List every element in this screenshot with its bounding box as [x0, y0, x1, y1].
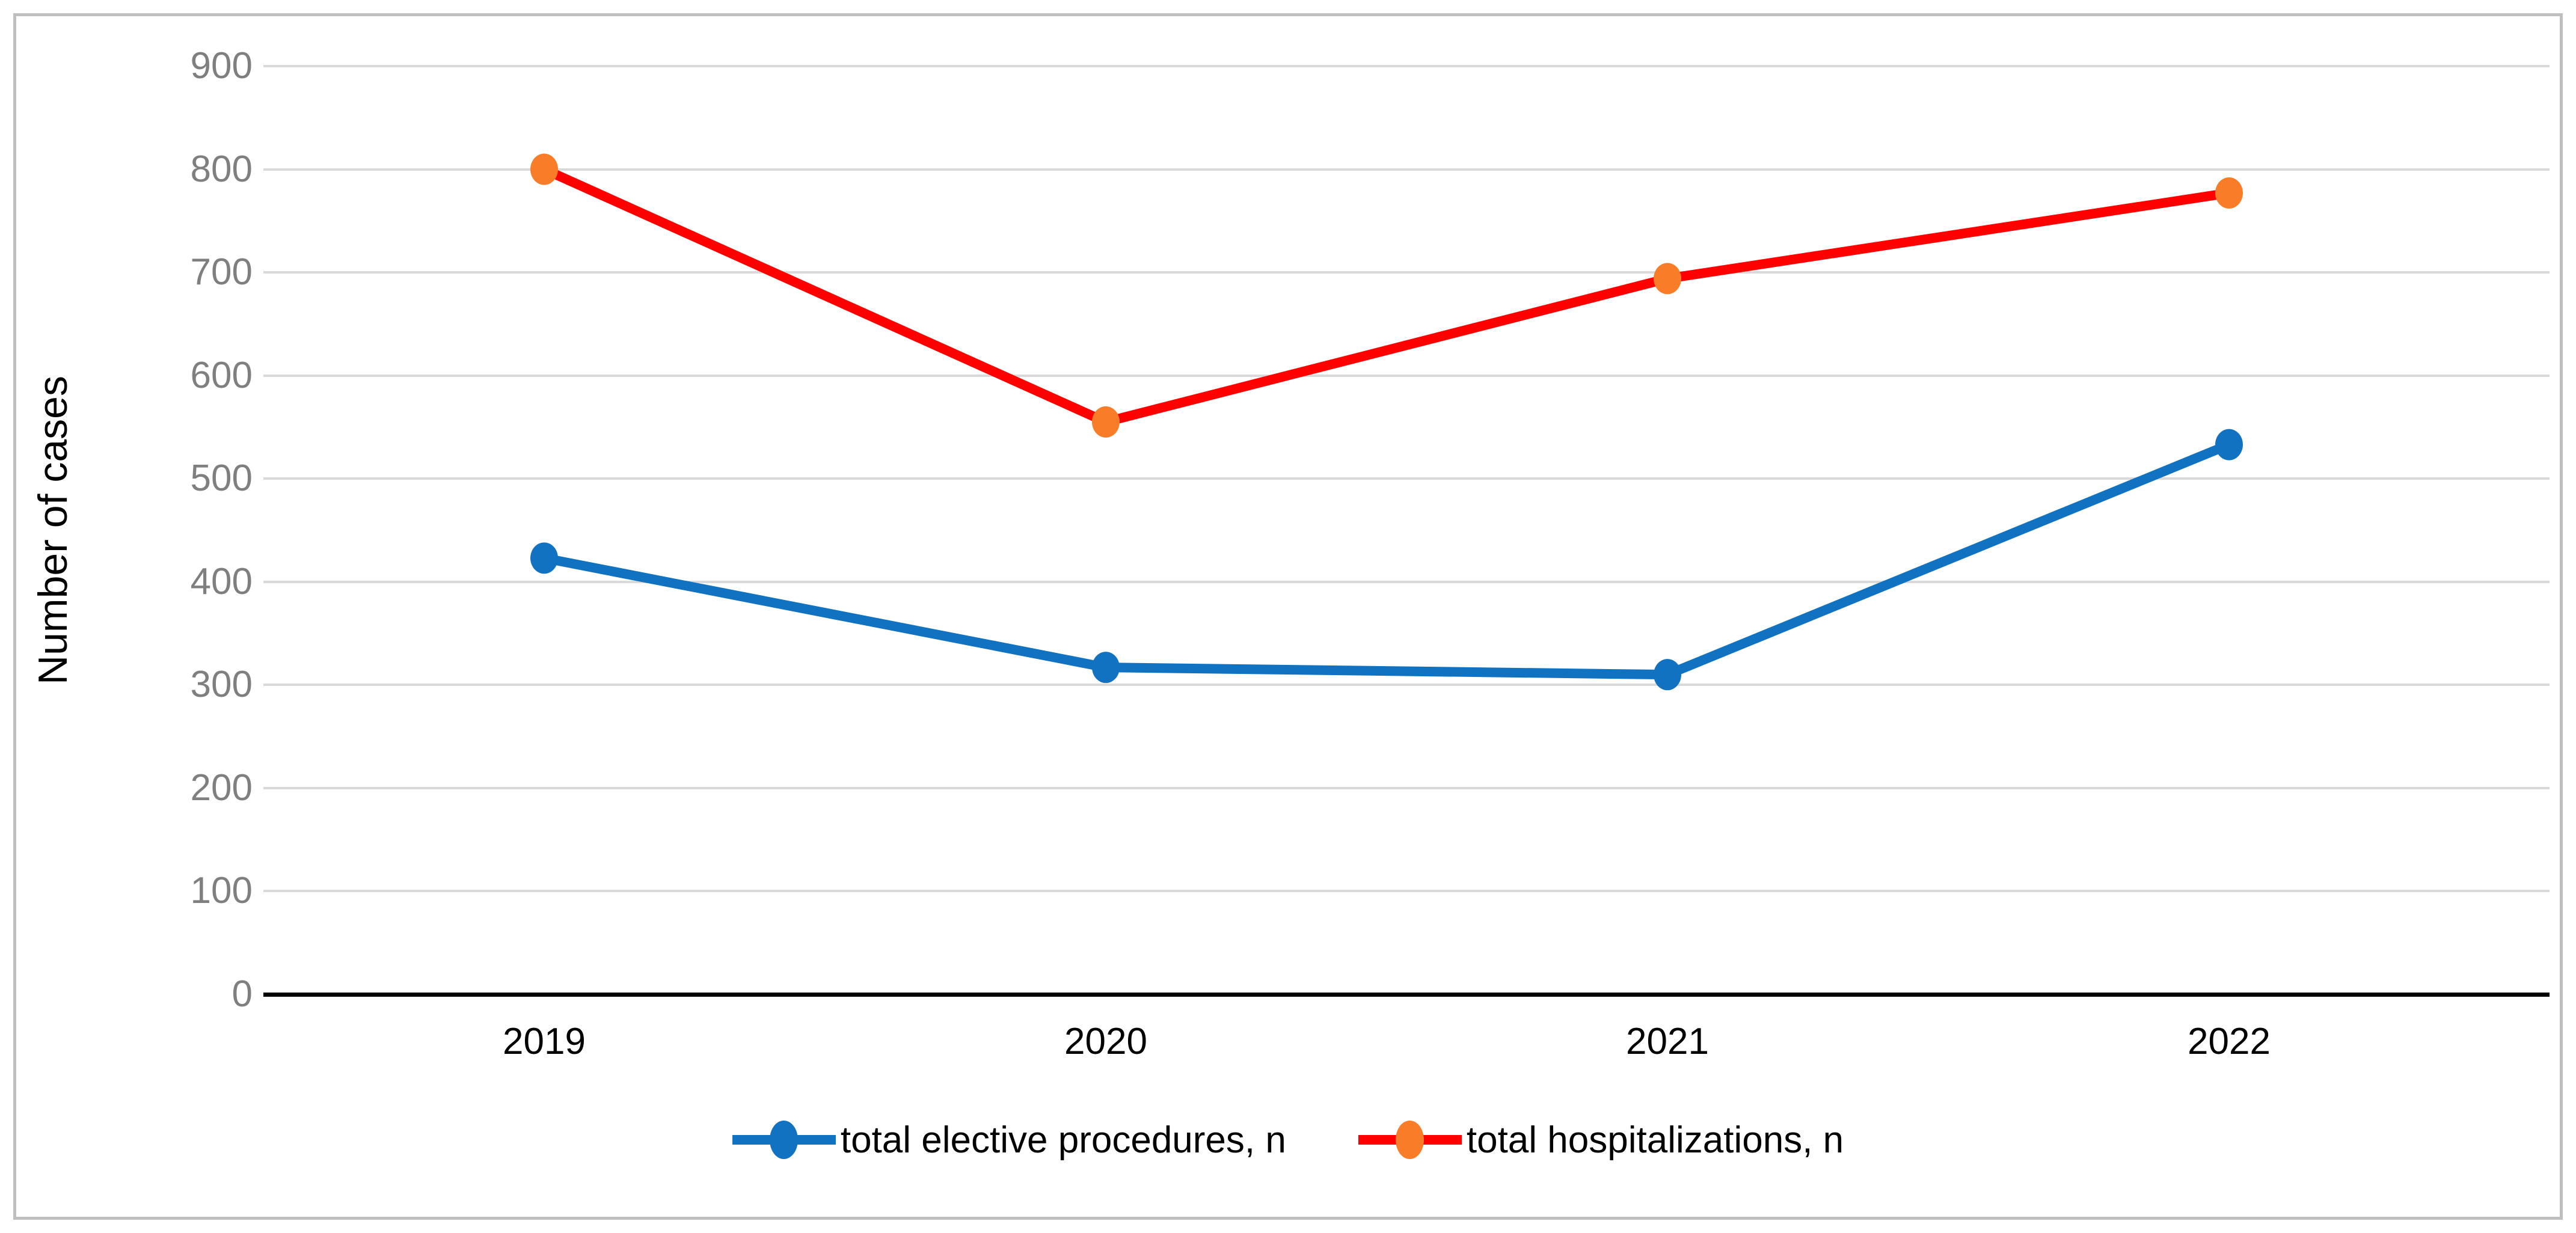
x-tick-label-2020: 2020	[1064, 1021, 1147, 1062]
y-tick-label-700: 700	[190, 251, 253, 293]
gridline-900	[263, 65, 2550, 67]
data-point-2020-series-0	[1092, 652, 1120, 684]
legend: total elective procedures, n total hospi…	[0, 1104, 2576, 1176]
data-point-2020-series-1	[1092, 406, 1120, 438]
y-tick-label-100: 100	[190, 870, 253, 912]
legend-item-hospitalizations: total hospitalizations, n	[1358, 1119, 1844, 1161]
gridline-600	[263, 374, 2550, 377]
legend-label: total elective procedures, n	[840, 1119, 1286, 1161]
legend-marker-red-line-icon	[1358, 1119, 1462, 1161]
chart-border	[13, 13, 2563, 1220]
data-point-2022-series-0	[2215, 429, 2243, 460]
gridline-500	[263, 477, 2550, 480]
y-tick-label-600: 600	[190, 354, 253, 396]
x-tick-label-2022: 2022	[2188, 1021, 2271, 1062]
gridline-400	[263, 580, 2550, 583]
y-tick-label-800: 800	[190, 148, 253, 190]
data-point-2021-series-0	[1654, 659, 1681, 691]
y-tick-label-500: 500	[190, 457, 253, 500]
y-tick-label-900: 900	[190, 45, 253, 87]
data-point-2019-series-0	[530, 542, 558, 574]
series-line-1	[539, 164, 2234, 427]
series-line-0	[539, 439, 2234, 680]
legend-dot-swatch	[1395, 1121, 1424, 1159]
x-tick-label-2021: 2021	[1626, 1021, 1709, 1062]
legend-marker-blue-line-icon	[732, 1119, 836, 1161]
legend-dot-swatch	[769, 1121, 798, 1159]
y-tick-label-0: 0	[232, 973, 253, 1015]
gridline-100	[263, 890, 2550, 893]
data-point-2019-series-1	[530, 153, 558, 185]
legend-label: total hospitalizations, n	[1466, 1119, 1844, 1161]
y-tick-label-300: 300	[190, 664, 253, 706]
gridline-700	[263, 271, 2550, 274]
gridline-800	[263, 168, 2550, 171]
y-tick-label-400: 400	[190, 560, 253, 602]
gridline-200	[263, 786, 2550, 789]
legend-item-elective-procedures: total elective procedures, n	[732, 1119, 1286, 1161]
y-axis-title: Number of cases	[30, 376, 76, 685]
gridline-300	[263, 684, 2550, 687]
x-axis-line	[263, 993, 2550, 997]
x-tick-label-2019: 2019	[503, 1021, 586, 1062]
data-point-2022-series-1	[2215, 177, 2243, 209]
data-point-2021-series-1	[1654, 263, 1681, 295]
y-tick-label-200: 200	[190, 766, 253, 809]
